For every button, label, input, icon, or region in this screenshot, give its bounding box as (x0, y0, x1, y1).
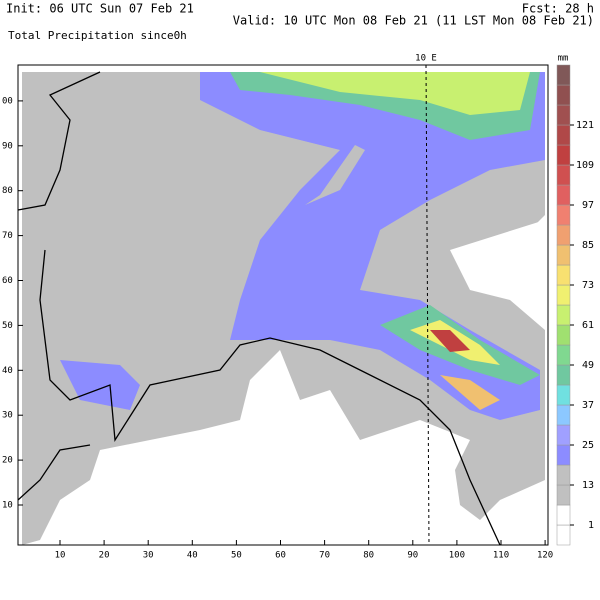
y-tick-label: 50 (2, 321, 13, 331)
colorbar-label: 121 (576, 120, 594, 131)
colorbar-cell (556, 264, 571, 286)
colorbar-label: 13 (582, 480, 594, 491)
y-tick-label: 10 (2, 501, 13, 511)
colorbar-cell (556, 124, 571, 146)
init-time: Init: 06 UTC Sun 07 Feb 21 (6, 2, 194, 16)
field-name: Total Precipitation since0h (8, 29, 187, 42)
map-area: 10 E (17, 54, 549, 546)
y-tick-label: 40 (2, 366, 13, 376)
x-tick-label: 120 (537, 551, 553, 561)
y-tick-label: 90 (2, 141, 13, 151)
colorbar-cell (556, 404, 571, 426)
y-tick-label: 70 (2, 231, 13, 241)
colorbar-cell (556, 444, 571, 466)
colorbar-cell (556, 364, 571, 386)
colorbar-cell (556, 64, 571, 86)
gap (305, 145, 365, 205)
colorbar-cell (556, 164, 571, 186)
colorbar-cell (556, 464, 571, 486)
colorbar-cell (556, 104, 571, 126)
colorbar-label: 61 (582, 320, 594, 331)
colorbar-label: 109 (576, 160, 594, 171)
colorbar-cell (556, 304, 571, 326)
x-tick-label: 70 (319, 551, 330, 561)
forecast-hour: Fcst: 28 h (522, 2, 594, 16)
moderate-precip-west (60, 360, 140, 410)
colorbar-cell (556, 184, 571, 206)
colorbar-cell (556, 84, 571, 106)
colorbar-unit: mm (558, 54, 569, 64)
dry-area (450, 220, 545, 330)
colorbar-label: 73 (582, 280, 594, 291)
colorbar-label: 25 (582, 440, 594, 451)
colorbar-cell (556, 344, 571, 366)
meridian-line (425, 64, 430, 546)
colorbar-cell (556, 324, 571, 346)
colorbar-cell (556, 504, 571, 526)
colorbar-label: 97 (582, 200, 594, 211)
x-tick-label: 50 (231, 551, 242, 561)
colorbar-cell (556, 384, 571, 406)
colorbar-cell (556, 244, 571, 266)
heavy-precip (260, 72, 530, 115)
x-tick-label: 100 (449, 551, 465, 561)
x-tick-label: 20 (99, 551, 110, 561)
colorbar-label: 85 (582, 240, 594, 251)
y-tick-label: 00 (2, 96, 13, 106)
colorbar-cell (556, 424, 571, 446)
x-tick-label: 10 (55, 551, 66, 561)
coastline (17, 71, 501, 546)
colorbar-cell (556, 204, 571, 226)
y-tick-label: 20 (2, 456, 13, 466)
colorbar-cell (556, 224, 571, 246)
colorbar-label: 49 (582, 360, 594, 371)
colorbar-cell (556, 284, 571, 306)
band-peak (430, 330, 470, 352)
colorbar-cell (556, 484, 571, 506)
x-tick-label: 90 (407, 551, 418, 561)
colorbar-label: 1 (588, 520, 594, 531)
meridian-label: 10 E (415, 54, 437, 64)
colorbar-cell (556, 144, 571, 166)
colorbar-cell (556, 524, 571, 546)
x-tick-label: 110 (493, 551, 509, 561)
x-tick-label: 30 (143, 551, 154, 561)
x-tick-label: 80 (363, 551, 374, 561)
valid-time: Valid: 10 UTC Mon 08 Feb 21 (11 LST Mon … (233, 14, 594, 28)
y-tick-label: 30 (2, 411, 13, 421)
map-frame (17, 64, 549, 546)
colorbar-label: 37 (582, 400, 594, 411)
x-tick-label: 60 (275, 551, 286, 561)
x-tick-label: 40 (187, 551, 198, 561)
band-heavy-south (440, 375, 500, 410)
y-tick-label: 60 (2, 276, 13, 286)
y-tick-label: 80 (2, 186, 13, 196)
